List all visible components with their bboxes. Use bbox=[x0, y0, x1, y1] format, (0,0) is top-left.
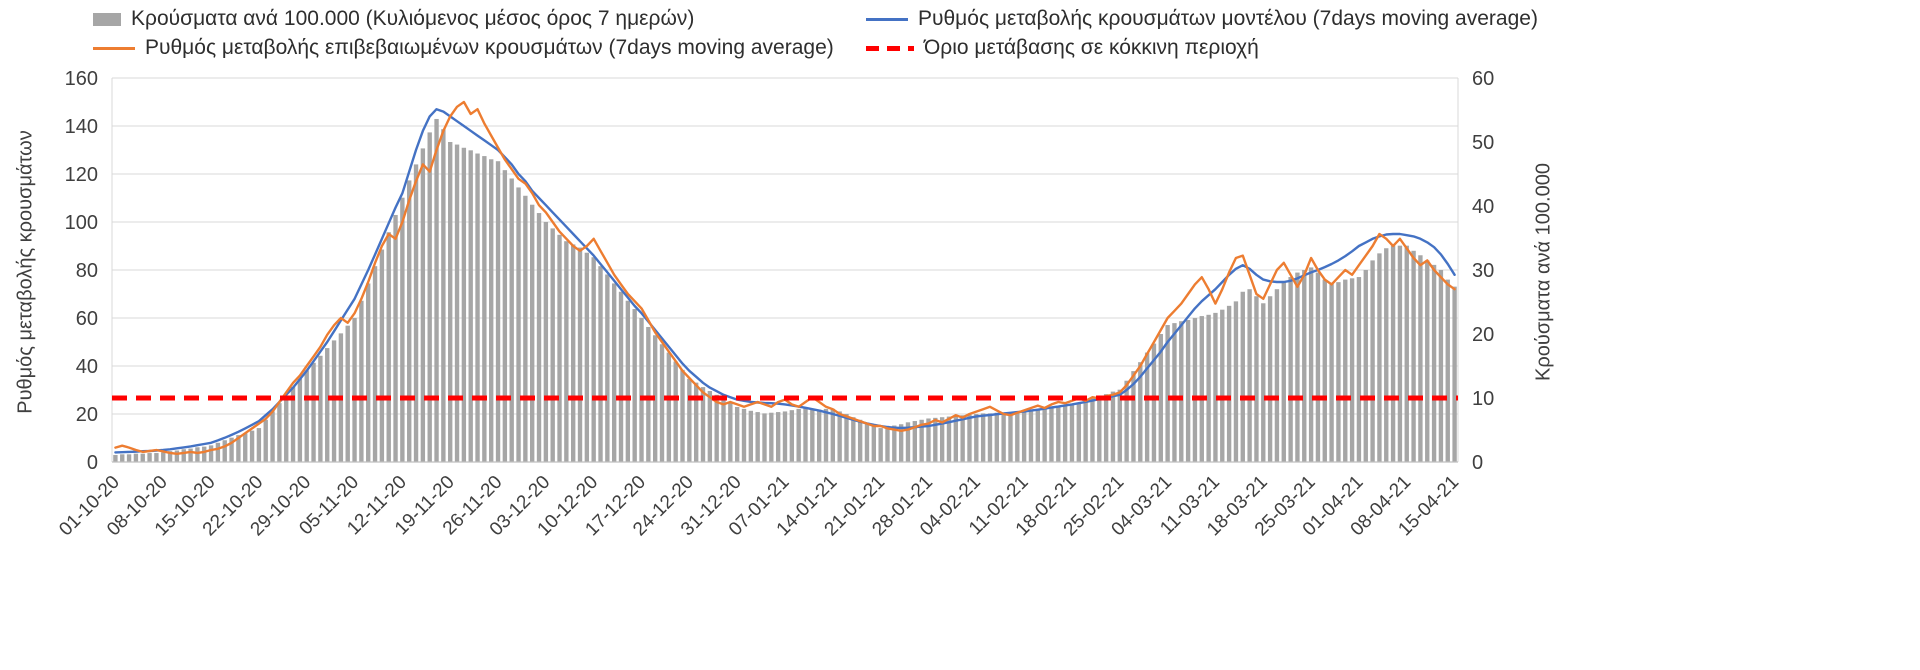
legend-item-model-rate: Ρυθμός μεταβολής κρουσμάτων μοντέλου (7d… bbox=[866, 7, 1538, 31]
svg-text:0: 0 bbox=[1472, 452, 1483, 474]
svg-text:40: 40 bbox=[1472, 196, 1494, 218]
svg-text:140: 140 bbox=[65, 116, 98, 138]
svg-text:50: 50 bbox=[1472, 132, 1494, 154]
left-axis-title: Ρυθμός μεταβολής κρουσμάτων bbox=[14, 130, 37, 414]
orange-line-icon bbox=[93, 46, 135, 50]
confirmed-rate-line bbox=[114, 100, 1456, 455]
legend-item-cases-per-100k: Κρούσματα ανά 100.000 (Κυλιόμενος μέσος … bbox=[93, 7, 694, 31]
svg-text:0: 0 bbox=[87, 452, 98, 474]
red-dashed-line-icon bbox=[866, 45, 914, 51]
legend-label-cases-per-100k: Κρούσματα ανά 100.000 (Κυλιόμενος μέσος … bbox=[131, 7, 695, 30]
svg-text:40: 40 bbox=[76, 356, 98, 378]
y-axis-left-labels: 0 20 40 60 80 100 120 140 160 bbox=[65, 68, 98, 474]
y-axis-right-labels: 0 10 20 30 40 50 60 bbox=[1472, 68, 1494, 474]
legend-item-red-threshold: Όριο μετάβασης σε κόκκινη περιοχή bbox=[866, 36, 1259, 60]
svg-text:20: 20 bbox=[76, 404, 98, 426]
svg-text:120: 120 bbox=[65, 164, 98, 186]
gridlines bbox=[111, 77, 1459, 462]
legend-label-confirmed-rate: Ρυθμός μεταβολής επιβεβαιωμένων κρουσμάτ… bbox=[145, 36, 834, 59]
right-axis-title: Κρούσματα ανά 100.000 bbox=[1532, 163, 1555, 381]
svg-text:30: 30 bbox=[1472, 260, 1494, 282]
model-rate-line bbox=[114, 107, 1456, 454]
bar-swatch-icon bbox=[93, 12, 121, 26]
svg-text:10: 10 bbox=[1472, 388, 1494, 410]
svg-text:80: 80 bbox=[76, 260, 98, 282]
x-axis-labels: 01-10-2008-10-2015-10-2022-10-2029-10-20… bbox=[55, 472, 1463, 541]
legend-label-red-threshold: Όριο μετάβασης σε κόκκινη περιοχή bbox=[924, 36, 1259, 59]
bars-series bbox=[113, 118, 1457, 463]
svg-text:20: 20 bbox=[1472, 324, 1494, 346]
svg-text:160: 160 bbox=[65, 68, 98, 90]
legend-item-confirmed-rate: Ρυθμός μεταβολής επιβεβαιωμένων κρουσμάτ… bbox=[93, 36, 834, 60]
svg-text:60: 60 bbox=[76, 308, 98, 330]
svg-text:100: 100 bbox=[65, 212, 98, 234]
svg-text:60: 60 bbox=[1472, 68, 1494, 90]
legend-label-model-rate: Ρυθμός μεταβολής κρουσμάτων μοντέλου (7d… bbox=[918, 7, 1538, 30]
blue-line-icon bbox=[866, 17, 908, 21]
